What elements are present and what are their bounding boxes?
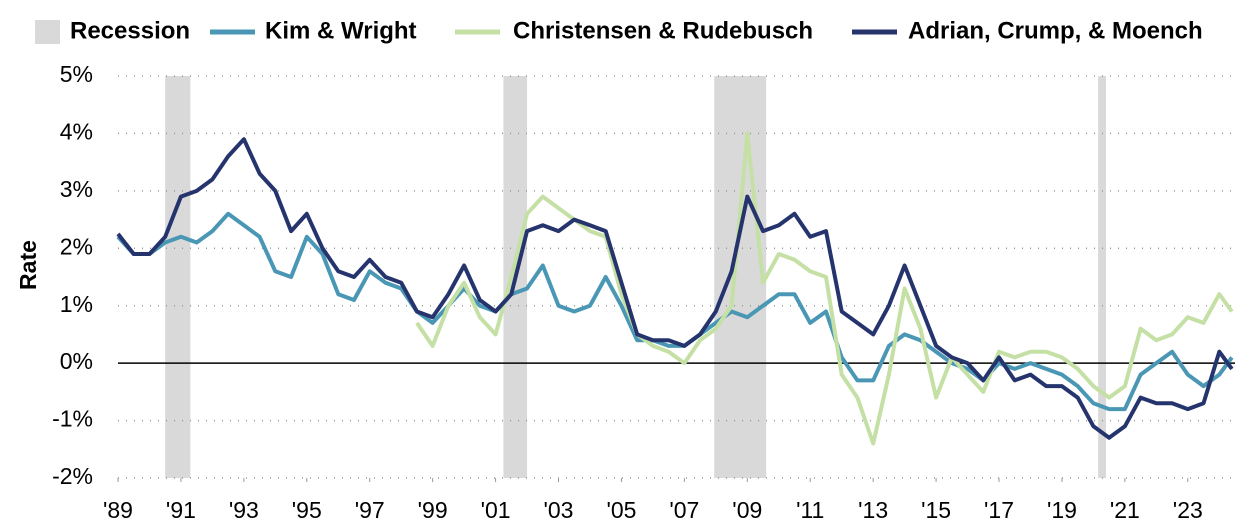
x-tick-label: '15 [921, 497, 951, 523]
legend-swatch [35, 20, 60, 44]
x-tick-label: '09 [732, 497, 762, 523]
series-line [415, 131, 1234, 446]
x-tick-label: '97 [355, 497, 385, 523]
x-tick-label: '11 [796, 497, 824, 523]
recession-band [165, 76, 191, 478]
y-axis-label: Rate [15, 240, 41, 290]
x-tick-label: '99 [418, 497, 448, 523]
x-tick-label: '89 [103, 497, 133, 523]
x-tick-label: '05 [606, 497, 636, 523]
x-tick-label: '19 [1047, 497, 1077, 523]
x-tick-label: '95 [292, 497, 322, 523]
x-tick-label: '03 [544, 497, 574, 523]
x-tick-label: '91 [166, 497, 196, 523]
y-tick-label: 2% [60, 233, 93, 259]
y-tick-label: 0% [60, 348, 93, 374]
legend-label: Adrian, Crump, & Moench [908, 17, 1203, 44]
legend-label: Kim & Wright [265, 17, 417, 44]
y-tick-label: 5% [60, 61, 93, 87]
x-tick-label: '23 [1173, 497, 1203, 523]
legend-label: Recession [70, 17, 190, 44]
x-tick-label: '17 [984, 497, 1014, 523]
y-tick-label: 3% [60, 176, 93, 202]
legend-label: Christensen & Rudebusch [513, 17, 813, 44]
x-tick-label: '07 [669, 497, 699, 523]
x-tick-label: '13 [858, 497, 888, 523]
x-tick-label: '93 [229, 497, 259, 523]
y-tick-label: 1% [60, 291, 93, 317]
x-tick-label: '21 [1110, 497, 1140, 523]
recession-band [714, 76, 767, 478]
series-line [116, 211, 1234, 412]
series-line [116, 137, 1234, 440]
x-tick-label: '01 [481, 497, 511, 523]
y-tick-label: -2% [52, 463, 93, 489]
y-tick-label: -1% [52, 406, 93, 432]
y-tick-label: 4% [60, 119, 93, 145]
recession-band [1098, 76, 1106, 478]
